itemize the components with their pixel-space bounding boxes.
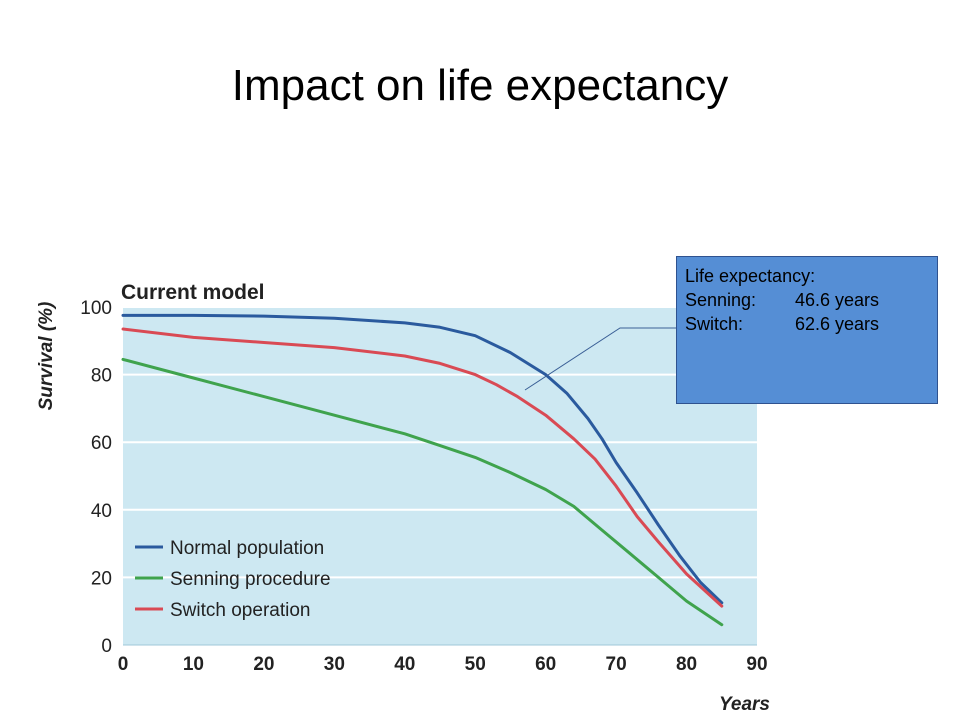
x-tick-label: 20: [253, 654, 274, 675]
legend-label: Normal population: [170, 538, 324, 559]
callout-heading: Life expectancy:: [685, 266, 816, 286]
y-tick-label: 20: [91, 568, 112, 589]
life-expectancy-callout: Life expectancy: Senning: 46.6 years Swi…: [676, 256, 938, 404]
callout-leader-line: [524, 327, 677, 391]
legend-label: Switch operation: [170, 600, 310, 621]
callout-value-senning: 46.6 years: [795, 290, 880, 310]
callout-value-switch: 62.6 years: [795, 314, 880, 334]
x-tick-label: 50: [465, 654, 486, 675]
y-tick-label: 60: [91, 433, 112, 454]
x-tick-label: 10: [183, 654, 204, 675]
x-tick-label: 0: [118, 654, 129, 675]
series-line-normal-population: [121, 313, 724, 605]
x-tick-label: 70: [606, 654, 627, 675]
callout-label-senning: Senning:: [685, 290, 757, 310]
plot-background: [123, 307, 757, 645]
x-tick-label: 40: [394, 654, 415, 675]
x-tick-label: 80: [676, 654, 697, 675]
x-tick-label: 90: [746, 654, 767, 675]
legend-label: Senning procedure: [170, 569, 331, 590]
chart-title: Current model: [121, 281, 265, 304]
y-tick-label: 40: [91, 501, 112, 522]
callout-row-senning: Senning: 46.6 years: [685, 288, 929, 312]
series-line-senning-procedure: [121, 357, 724, 627]
series-line-switch-operation: [121, 327, 724, 608]
y-tick-label: 80: [91, 366, 112, 387]
callout-row-switch: Switch: 62.6 years: [685, 312, 929, 336]
x-tick-label: 30: [324, 654, 345, 675]
slide-title: Impact on life expectancy: [231, 61, 729, 110]
x-tick-label: 60: [535, 654, 556, 675]
y-axis-label: Survival (%): [36, 302, 57, 411]
x-axis-label: Years: [719, 694, 770, 715]
y-tick-label: 100: [80, 298, 112, 319]
callout-label-switch: Switch:: [685, 314, 744, 334]
y-tick-label: 0: [101, 636, 112, 657]
